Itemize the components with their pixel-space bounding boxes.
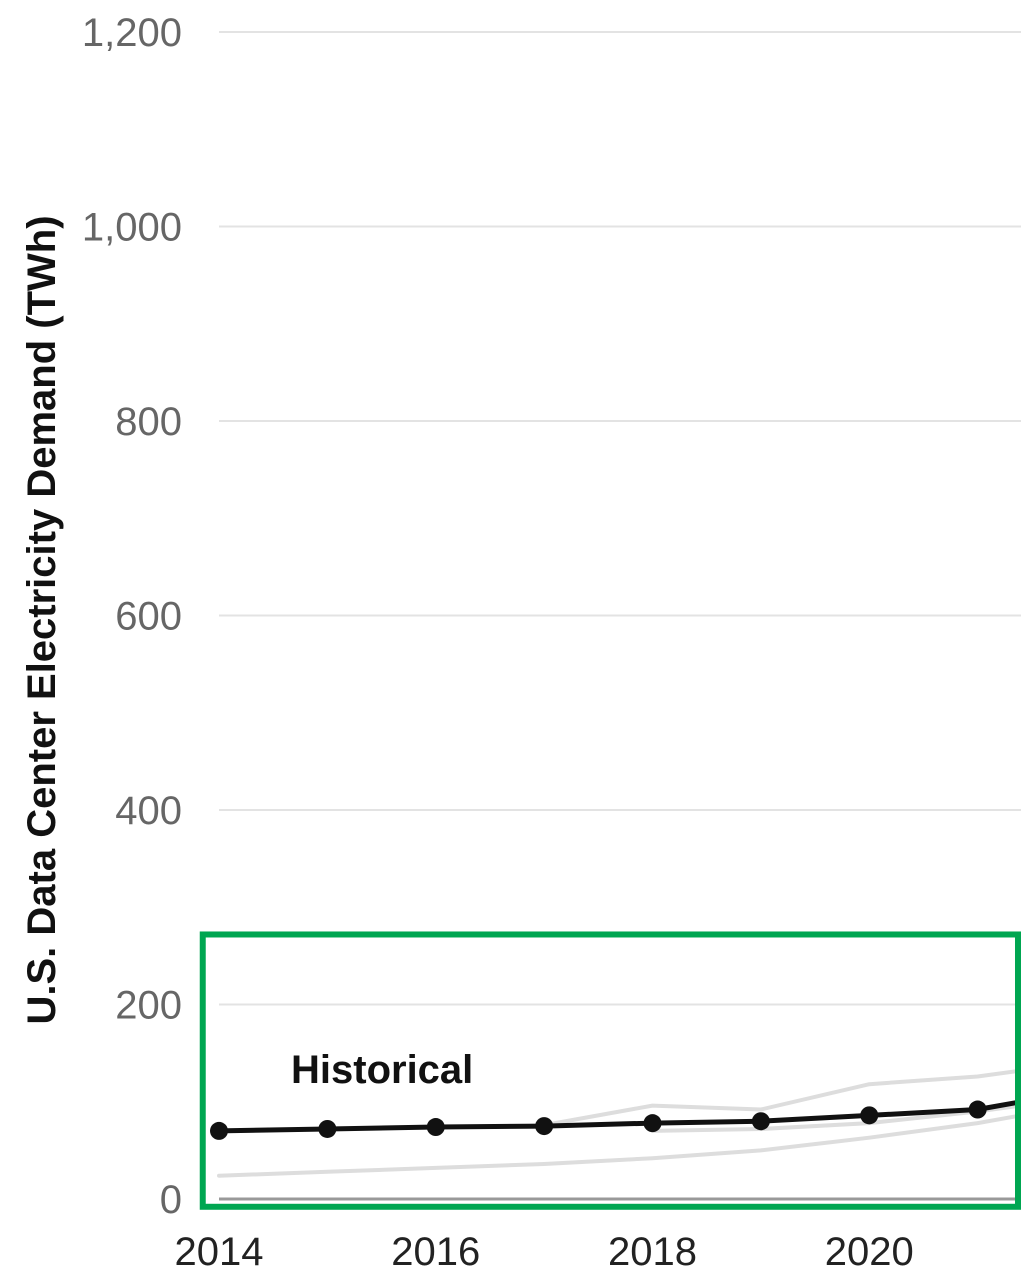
highlight-box bbox=[199, 931, 1021, 1210]
historical-annotation: Historical bbox=[291, 1048, 473, 1092]
y-tick-label: 800 bbox=[115, 400, 182, 444]
scenario-line bbox=[217, 1113, 1021, 1178]
data-point bbox=[210, 1121, 228, 1140]
data-point bbox=[318, 1119, 337, 1138]
data-point bbox=[968, 1100, 987, 1119]
data-point bbox=[426, 1118, 445, 1137]
y-tick-label: 600 bbox=[115, 595, 182, 639]
x-axis-ticks: 2014 2016 2018 2020 bbox=[175, 1230, 914, 1273]
y-axis-label: U.S. Data Center Electricity Demand (TWh… bbox=[20, 215, 64, 1024]
x-tick-label: 2018 bbox=[608, 1230, 697, 1273]
gridlines bbox=[219, 31, 1021, 1201]
data-point bbox=[643, 1114, 662, 1133]
x-tick-label: 2016 bbox=[391, 1230, 480, 1273]
data-point bbox=[751, 1112, 770, 1131]
y-tick-label: 1,200 bbox=[82, 11, 182, 55]
y-tick-label: 0 bbox=[160, 1178, 182, 1222]
y-tick-label: 1,000 bbox=[82, 206, 182, 250]
x-tick-label: 2020 bbox=[825, 1230, 914, 1273]
y-axis-ticks: 0 200 400 600 800 1,000 1,200 bbox=[82, 11, 182, 1222]
historical-line bbox=[216, 1099, 1021, 1134]
y-tick-label: 400 bbox=[115, 789, 182, 833]
x-tick-label: 2014 bbox=[175, 1230, 264, 1273]
data-point bbox=[535, 1117, 554, 1136]
data-point bbox=[860, 1106, 879, 1125]
y-tick-label: 200 bbox=[115, 984, 182, 1028]
historical-series bbox=[210, 1099, 1021, 1140]
scenario-line bbox=[542, 1068, 1021, 1128]
